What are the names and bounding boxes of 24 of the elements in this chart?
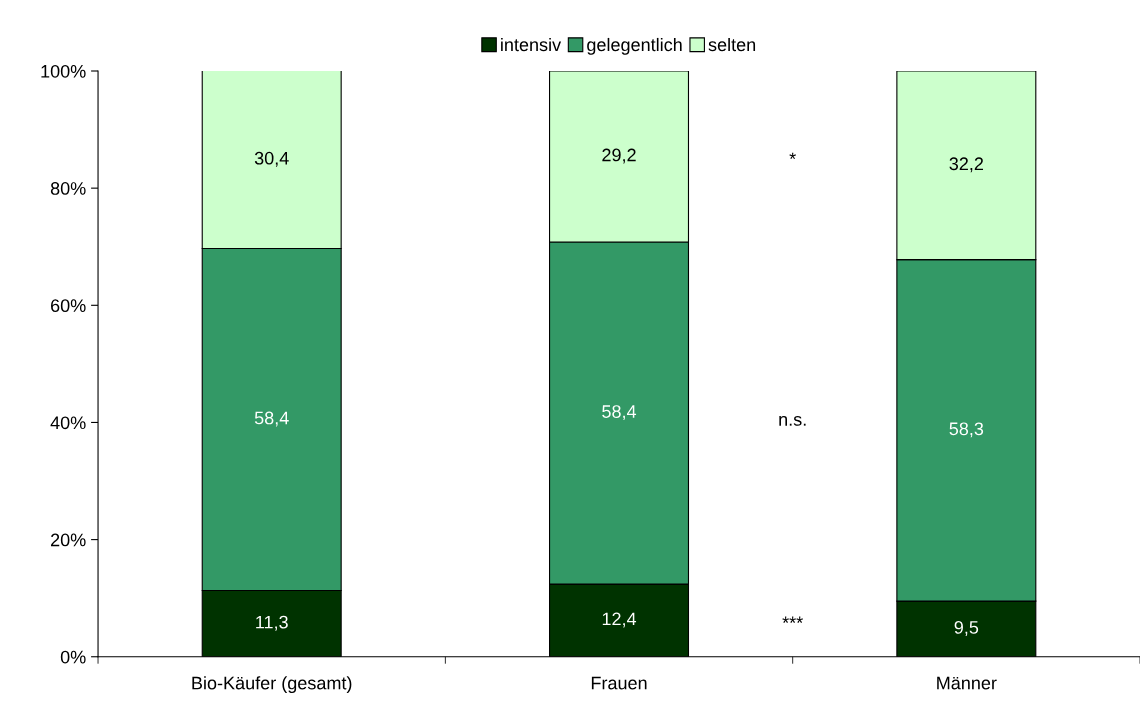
data-label: 29,2	[602, 148, 636, 164]
data-label: 32,2	[949, 157, 984, 173]
annotation: ***	[782, 616, 803, 623]
data-label: 11,3	[256, 615, 288, 631]
x-tick-label: Bio-Käufer (gesamt)	[192, 676, 352, 694]
y-tick-label: 20%	[51, 533, 86, 547]
annotation: *	[789, 152, 796, 160]
legend-label: intensiv	[501, 37, 562, 52]
data-label: 30,4	[254, 151, 289, 167]
data-label: 58,4	[602, 405, 637, 421]
y-tick-label: 100%	[41, 64, 86, 78]
data-label: 12,4	[602, 612, 637, 628]
x-tick-label: Frauen	[591, 676, 647, 690]
y-tick-label: 80%	[50, 182, 86, 195]
legend-label: gelegentlich	[587, 37, 682, 55]
data-label: 58,3	[949, 422, 984, 438]
y-tick-label: 0%	[60, 650, 86, 664]
data-label: 9,5	[954, 620, 979, 636]
legend-label: selten	[708, 37, 756, 52]
y-tick-label: 40%	[50, 416, 86, 430]
data-label: 58,4	[254, 411, 289, 427]
x-tick-label: Männer	[937, 676, 997, 690]
annotation: n.s.	[779, 415, 806, 426]
y-tick-label: 60%	[51, 299, 86, 313]
